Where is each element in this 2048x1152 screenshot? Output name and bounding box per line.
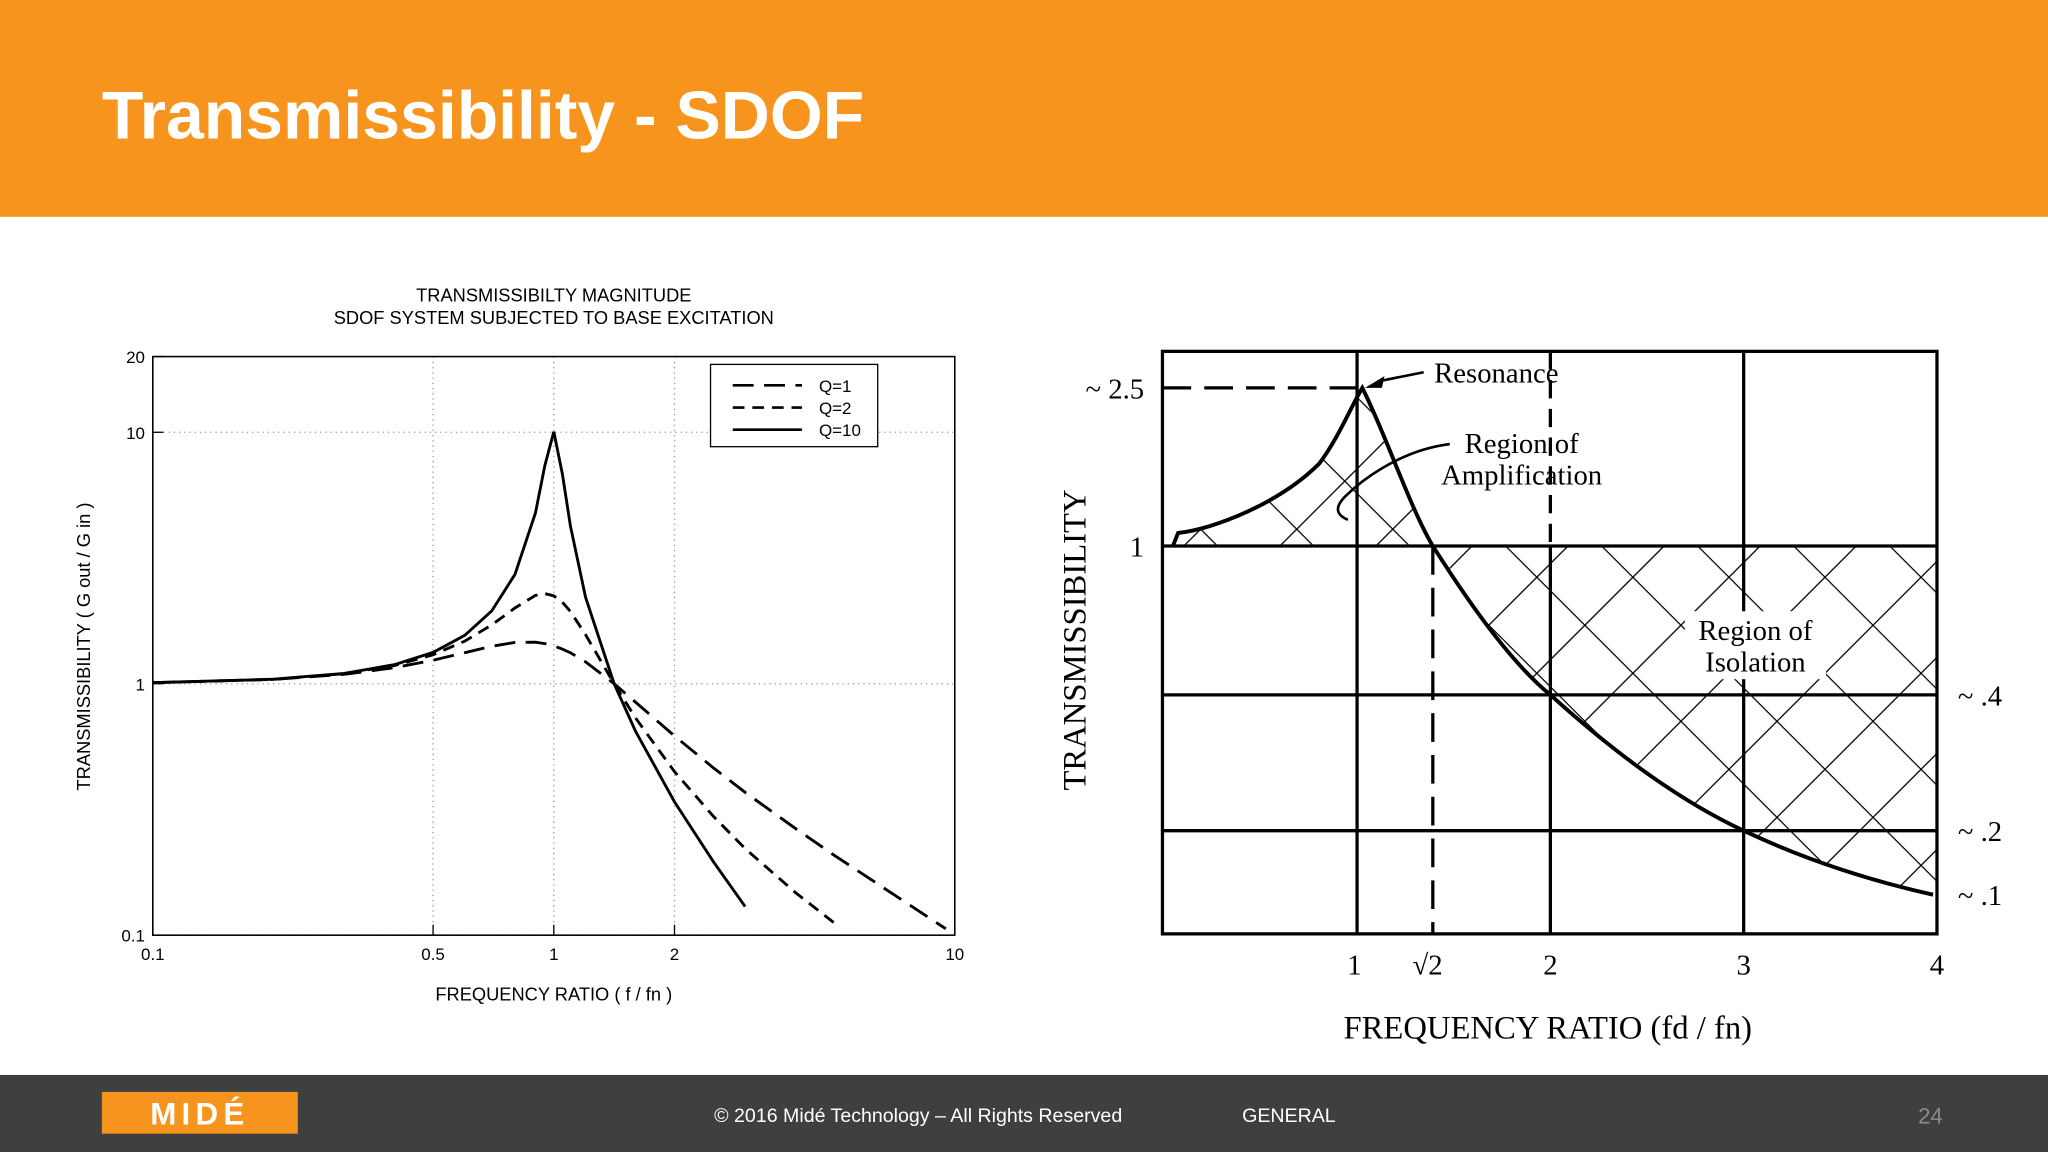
y-tick-label: 0.1 <box>121 927 145 946</box>
x-tick-label: 0.5 <box>421 945 445 964</box>
annotation: Resonance <box>1434 358 1558 390</box>
y-tick-label: 1 <box>136 675 145 694</box>
annotation: Region of <box>1465 428 1579 460</box>
transmissibility-curve <box>1171 383 1934 897</box>
left-chart: TRANSMISSIBILTY MAGNITUDE SDOF SYSTEM SU… <box>73 285 964 1005</box>
x-tick-label: 1 <box>1347 949 1361 981</box>
annotation: Isolation <box>1705 646 1806 678</box>
y-tick-label: ~ .2 <box>1958 816 2002 848</box>
page-number: 24 <box>1918 1103 1943 1128</box>
diagram-frame <box>1160 349 1939 936</box>
x-tick-label: 0.1 <box>141 945 165 964</box>
x-tick-label: √2 <box>1413 949 1443 981</box>
series-line <box>152 640 947 931</box>
legend-label: Q=2 <box>819 399 852 418</box>
x-tick-label: 3 <box>1736 949 1750 981</box>
resonance-arrow <box>1377 370 1424 383</box>
legend-label: Q=1 <box>819 377 852 396</box>
legend-label: Q=10 <box>819 421 861 440</box>
amplification-arrow <box>1336 442 1450 522</box>
x-tick-label: 10 <box>945 945 964 964</box>
y-tick-label: ~ .4 <box>1958 680 2002 712</box>
logo-box <box>101 1091 298 1134</box>
chart-subtitle: SDOF SYSTEM SUBJECTED TO BASE EXCITATION <box>334 307 774 328</box>
annotation: Region of <box>1698 615 1812 647</box>
right-diagram: Resonance Region of Amplification Region… <box>1057 349 2002 1046</box>
copyright: © 2016 Midé Technology – All Rights Rese… <box>714 1105 1122 1127</box>
y-axis-label: TRANSMISSIBILITY <box>1057 489 1093 790</box>
legend-box <box>709 363 879 448</box>
diagram-grid <box>1160 349 1939 936</box>
y-tick-label: 1 <box>1130 531 1144 563</box>
isolation-region <box>1432 545 1937 895</box>
header-band <box>0 0 2048 217</box>
x-axis-label: FREQUENCY RATIO (fd / fn) <box>1343 1010 1752 1046</box>
amplification-region <box>1172 387 1433 546</box>
label-background <box>1684 611 1826 680</box>
x-tick-label: 2 <box>670 945 679 964</box>
x-tick-label: 2 <box>1543 949 1557 981</box>
slide-title: Transmissibility - SDOF <box>102 78 864 153</box>
x-axis-label: FREQUENCY RATIO ( f / fn ) <box>435 983 672 1004</box>
logo: MIDÉ <box>150 1097 249 1132</box>
series-line <box>152 431 747 908</box>
footer-band <box>0 1074 2048 1152</box>
x-tick-label: 1 <box>549 945 558 964</box>
y-tick-label: 10 <box>126 424 145 443</box>
chart-title: TRANSMISSIBILTY MAGNITUDE <box>416 285 691 306</box>
arrow-head <box>1364 376 1385 388</box>
annotation: Amplification <box>1441 460 1602 492</box>
y-axis-label: TRANSMISSIBILITY ( G out / G in ) <box>73 503 94 791</box>
y-tick-label: ~ .1 <box>1958 880 2002 912</box>
y-tick-label: ~ 2.5 <box>1086 373 1145 405</box>
plot-area <box>152 356 955 936</box>
plot-frame <box>152 355 956 936</box>
x-tick-label: 4 <box>1930 949 1944 981</box>
y-tick-label: 20 <box>126 348 145 367</box>
classification: GENERAL <box>1242 1105 1336 1127</box>
